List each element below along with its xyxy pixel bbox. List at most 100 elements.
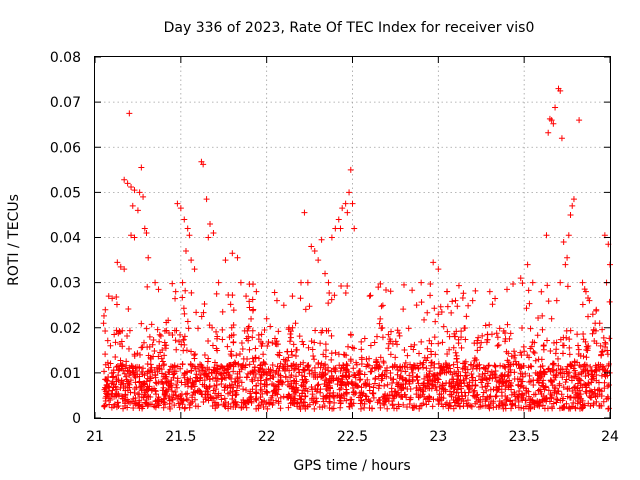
data-point [123,358,130,365]
data-point [545,387,552,394]
data-point [547,368,554,375]
data-point [555,355,562,362]
data-point [141,372,148,379]
data-point [546,398,553,405]
data-point [508,380,515,387]
data-point [152,279,159,286]
data-point [467,402,474,409]
data-point [598,372,605,379]
data-point [276,352,283,359]
data-point [298,382,305,389]
data-point [269,362,276,369]
data-point [292,352,299,359]
data-point [148,321,155,328]
data-point [439,382,446,389]
data-point [224,343,231,350]
data-point [141,380,148,387]
data-point [604,351,611,358]
data-point [392,354,399,361]
data-point [121,176,128,183]
data-point [181,333,188,340]
data-point [108,370,115,377]
data-point [184,368,191,375]
data-point [178,379,185,386]
data-point [385,340,392,347]
data-point [145,352,152,359]
data-point [260,358,267,365]
data-point [285,354,292,361]
data-point [188,289,195,296]
data-point [503,397,510,404]
data-point [205,234,212,241]
data-point [126,381,133,388]
data-point [393,391,400,398]
data-point [160,404,167,411]
data-point [526,300,533,307]
data-point [159,378,166,385]
data-point [347,166,354,173]
data-point [595,386,602,393]
data-point [489,301,496,308]
data-point [486,288,493,295]
data-point [436,370,443,377]
data-point [530,391,537,398]
data-point [222,403,229,410]
data-point [179,294,186,301]
data-point [259,390,266,397]
data-point [451,330,458,337]
data-point [324,392,331,399]
data-point [289,385,296,392]
data-point [284,393,291,400]
data-point [435,376,442,383]
data-point [562,261,569,268]
data-point [294,399,301,406]
data-point [152,372,159,379]
data-point [511,348,518,355]
data-point [249,281,256,288]
data-point [524,261,531,268]
data-point [532,357,539,364]
data-point [350,365,357,372]
data-point [482,370,489,377]
data-point [569,202,576,209]
data-point [253,395,260,402]
data-point [308,338,315,345]
data-point [564,254,571,261]
data-point [161,352,168,359]
data-point [491,362,498,369]
data-point [207,220,214,227]
data-point [203,196,210,203]
data-point [191,355,198,362]
data-point [502,405,509,412]
data-point [280,302,287,309]
data-point [376,320,383,327]
data-point [448,391,455,398]
data-point [558,135,565,142]
data-point [425,380,432,387]
data-point [192,389,199,396]
data-point [232,392,239,399]
data-point [345,381,352,388]
data-point [300,341,307,348]
data-point [174,375,181,382]
data-point [537,368,544,375]
data-point [136,378,143,385]
data-point [465,389,472,396]
data-point [263,370,270,377]
data-point [169,332,176,339]
data-point [347,358,354,365]
data-point [243,293,250,300]
data-point [552,350,559,357]
data-point [163,327,170,334]
data-point [330,377,337,384]
data-point [302,306,309,313]
data-point [606,335,613,342]
data-point [245,333,252,340]
data-point [188,367,195,374]
y-tick-label: 0.02 [50,321,81,337]
data-point [535,314,542,321]
data-point [599,326,606,333]
data-point [113,293,120,300]
data-point [132,374,139,381]
data-point [211,359,218,366]
